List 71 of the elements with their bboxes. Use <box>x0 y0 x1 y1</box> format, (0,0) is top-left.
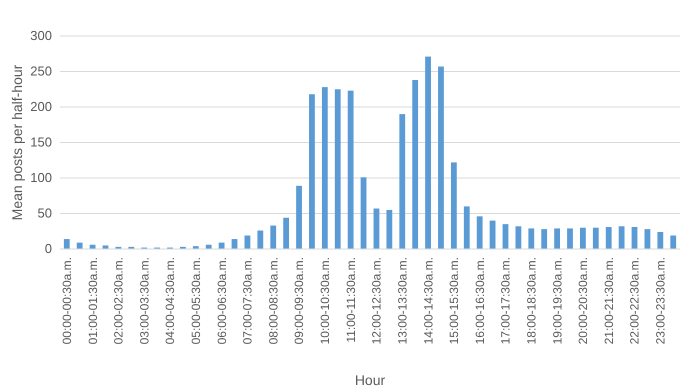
x-tick-label: 21:00-21:30a.m. <box>602 257 616 344</box>
bar <box>412 80 418 249</box>
bar <box>438 66 444 249</box>
bar <box>657 232 664 249</box>
bar <box>592 228 599 249</box>
x-tick-label: 16:00-16:30a.m. <box>472 257 487 344</box>
x-tick-label: 09:00-09:30a.m. <box>292 257 306 344</box>
bar <box>257 230 264 249</box>
y-tick-label: 300 <box>30 28 52 44</box>
x-tick-label: 01:00-01:30a.m. <box>86 257 100 344</box>
x-tick-label: 12:00-12:30a.m. <box>370 257 384 344</box>
bar <box>450 162 457 249</box>
x-tick-label: 23:00-23:30a.m. <box>654 257 668 344</box>
bar <box>322 87 328 249</box>
bar <box>632 226 638 249</box>
x-tick-label: 03:00-03:30a.m. <box>137 257 152 344</box>
x-tick-label: 20:00-20:30a.m. <box>576 257 590 344</box>
bar <box>386 210 392 249</box>
bar <box>464 206 470 249</box>
bar <box>270 226 276 249</box>
x-tick-label: 05:00-05:30a.m. <box>189 257 204 344</box>
bar <box>360 177 366 249</box>
bar <box>244 236 250 249</box>
bar <box>425 56 431 249</box>
bar <box>541 229 548 249</box>
y-tick-label: 0 <box>44 241 52 256</box>
x-tick-label: 11:00-11:30a.m. <box>344 257 358 343</box>
bar <box>580 228 586 249</box>
y-tick-label: 250 <box>30 64 52 79</box>
bar <box>232 239 238 249</box>
x-tick-label: 18:00-18:30a.m. <box>524 257 538 344</box>
bar <box>567 228 573 249</box>
x-tick-label: 10:00-10:30a.m. <box>318 257 332 344</box>
x-tick-label: 13:00-13:30a.m. <box>395 257 410 344</box>
y-tick-label: 150 <box>30 134 52 150</box>
bar <box>399 114 406 249</box>
bar <box>490 220 496 249</box>
x-tick-label: 22:00-22:30a.m. <box>628 257 642 344</box>
bar <box>64 239 70 249</box>
y-axis-title: Mean posts per half-hour <box>9 64 25 220</box>
bar <box>296 186 302 249</box>
x-tick-label: 14:00-14:30a.m. <box>421 257 436 344</box>
bar <box>374 208 380 249</box>
x-tick-label: 02:00-02:30a.m. <box>112 257 126 344</box>
bar <box>476 216 483 249</box>
x-tick-label: 00:00-00:30a.m. <box>60 257 74 344</box>
x-tick-label: 17:00-17:30a.m. <box>498 257 513 344</box>
x-tick-label: 08:00-08:30a.m. <box>266 257 280 344</box>
x-tick-label: 04:00-04:30a.m. <box>163 257 178 344</box>
bar <box>218 242 225 249</box>
bar <box>502 224 508 249</box>
bar <box>348 90 354 249</box>
x-tick-label: 19:00-19:30a.m. <box>550 257 564 344</box>
bar <box>606 226 612 249</box>
bar <box>554 228 560 249</box>
x-tick-label: 15:00-15:30a.m. <box>447 257 462 344</box>
bar <box>528 228 534 249</box>
x-tick-label: 07:00-07:30a.m. <box>240 257 255 344</box>
bar <box>670 236 676 249</box>
bar <box>283 218 290 249</box>
bar <box>90 244 96 249</box>
bar <box>644 229 650 249</box>
bar <box>334 89 341 249</box>
bar <box>618 226 625 249</box>
bar <box>309 94 315 249</box>
y-tick-label: 50 <box>38 206 52 221</box>
bar <box>515 226 522 249</box>
x-axis-title: Hour <box>354 372 386 388</box>
y-tick-label: 100 <box>30 170 52 186</box>
x-tick-label: 06:00-06:30a.m. <box>214 257 229 344</box>
y-tick-label: 200 <box>30 99 52 114</box>
